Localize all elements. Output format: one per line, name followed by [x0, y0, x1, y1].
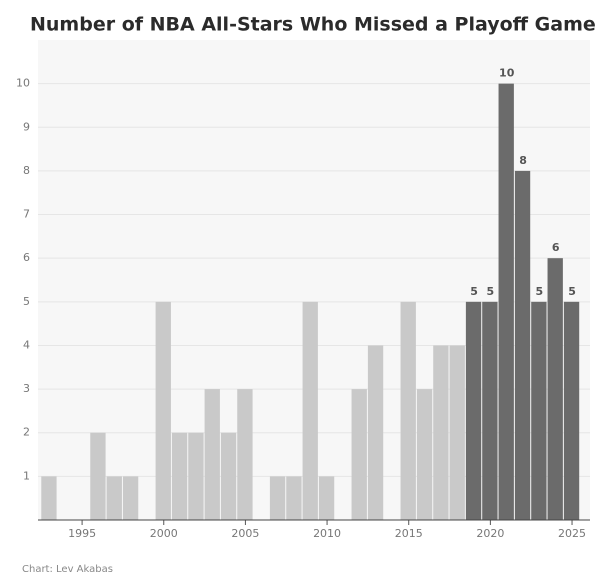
y-tick-label: 6 — [23, 251, 30, 264]
y-tick-label: 7 — [23, 208, 30, 221]
bar — [106, 476, 122, 520]
bar — [531, 301, 547, 520]
x-tick-label: 2015 — [395, 527, 423, 540]
bar — [465, 301, 482, 520]
x-tick-label: 2000 — [150, 527, 178, 540]
value-label: 5 — [487, 285, 495, 298]
chart-title: Number of NBA All-Stars Who Missed a Pla… — [30, 14, 596, 36]
bar — [237, 389, 253, 520]
y-tick-label: 10 — [16, 77, 30, 90]
bar — [367, 345, 384, 520]
value-label: 5 — [568, 285, 576, 298]
bar — [498, 83, 514, 521]
y-tick-label: 5 — [23, 295, 30, 308]
value-label: 10 — [499, 67, 515, 80]
x-tick-label: 2020 — [476, 527, 504, 540]
bar — [433, 345, 449, 520]
y-tick-label: 8 — [23, 164, 30, 177]
y-tick-label: 2 — [23, 426, 30, 439]
bar — [188, 432, 204, 520]
x-tick-label: 1995 — [68, 527, 96, 540]
y-tick-label: 1 — [23, 469, 30, 482]
source: Chart: Lev Akabas — [22, 564, 113, 575]
x-tick-label: 2005 — [231, 527, 259, 540]
value-label: 5 — [536, 285, 544, 298]
bar — [547, 258, 563, 520]
bar — [302, 301, 318, 520]
bar — [514, 170, 531, 520]
bar — [351, 389, 367, 520]
bar — [122, 476, 139, 520]
bar — [90, 432, 106, 520]
bar — [286, 476, 302, 520]
y-tick-label: 3 — [23, 382, 30, 395]
bar — [269, 476, 286, 520]
value-label: 6 — [552, 241, 560, 254]
bar — [204, 389, 220, 520]
value-label: 5 — [470, 285, 478, 298]
bar — [155, 301, 171, 520]
bar — [318, 476, 335, 520]
bar — [416, 389, 433, 520]
bar — [41, 476, 57, 520]
y-tick-label: 9 — [23, 120, 30, 133]
bar — [220, 432, 237, 520]
value-label: 8 — [519, 154, 527, 167]
bar — [449, 345, 465, 520]
bar — [400, 301, 416, 520]
bar — [482, 301, 498, 520]
x-tick-label: 2025 — [558, 527, 586, 540]
bar — [563, 301, 580, 520]
y-tick-label: 4 — [23, 338, 30, 351]
bar — [171, 432, 188, 520]
x-tick-label: 2010 — [313, 527, 341, 540]
